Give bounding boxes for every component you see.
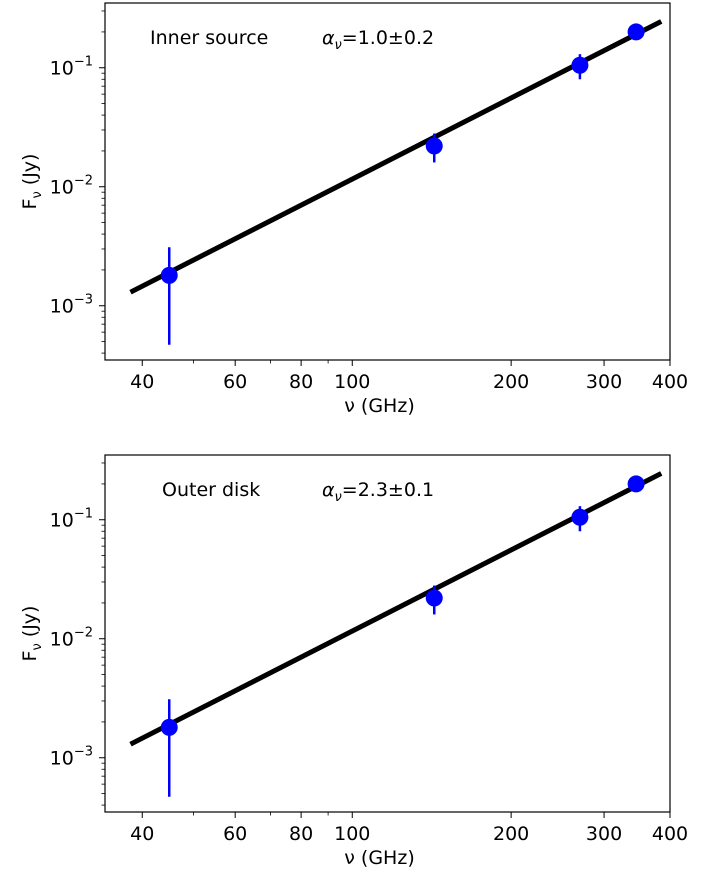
y-axis-label: Fν (Jy) (19, 606, 45, 662)
panel-label: Outer disk (162, 479, 260, 501)
data-point (627, 23, 645, 41)
x-tick-label: 60 (223, 823, 247, 845)
data-point (425, 589, 443, 607)
data-point (160, 266, 178, 284)
x-tick-label: 200 (493, 823, 529, 845)
y-tick-label: 10−2 (50, 626, 93, 651)
data-point (425, 137, 443, 155)
x-tick-label: 40 (130, 823, 154, 845)
x-axis-label: ν (GHz) (344, 847, 414, 869)
y-tick-label: 10−3 (50, 293, 93, 318)
y-axis-label: Fν (Jy) (19, 154, 45, 210)
data-point (160, 718, 178, 736)
x-tick-label: 40 (130, 371, 154, 393)
x-tick-label: 80 (289, 823, 313, 845)
x-tick-label: 100 (334, 371, 370, 393)
x-tick-label: 300 (586, 823, 622, 845)
y-tick-label: 10−2 (50, 174, 93, 199)
chart-panel-1: 40 60 80 100 200 300 400 10−3 10−2 10−1 Inner sour… (19, 2, 688, 417)
x-tick-label: 300 (586, 371, 622, 393)
x-tick-label: 100 (334, 823, 370, 845)
y-tick-label: 10−3 (50, 745, 93, 770)
x-tick-label: 80 (289, 371, 313, 393)
alpha-annotation: αν=2.3±0.1 (322, 479, 434, 505)
plot-frame (104, 2, 671, 361)
x-tick-label: 60 (223, 371, 247, 393)
panel-label: Inner source (150, 27, 268, 49)
x-tick-label: 200 (493, 371, 529, 393)
x-tick-label: 400 (652, 371, 688, 393)
x-axis-label: ν (GHz) (344, 395, 414, 417)
x-tick-label: 400 (652, 823, 688, 845)
chart-panel-2: 40 60 80 100 200 300 400 10−3 10−2 10−1 Outer disk… (19, 454, 688, 869)
data-point (627, 475, 645, 493)
data-point (571, 508, 589, 526)
plot-frame (104, 454, 671, 813)
data-point (571, 56, 589, 74)
y-tick-label: 10−1 (50, 507, 93, 532)
y-tick-label: 10−1 (50, 55, 93, 80)
alpha-annotation: αν=1.0±0.2 (322, 27, 434, 53)
